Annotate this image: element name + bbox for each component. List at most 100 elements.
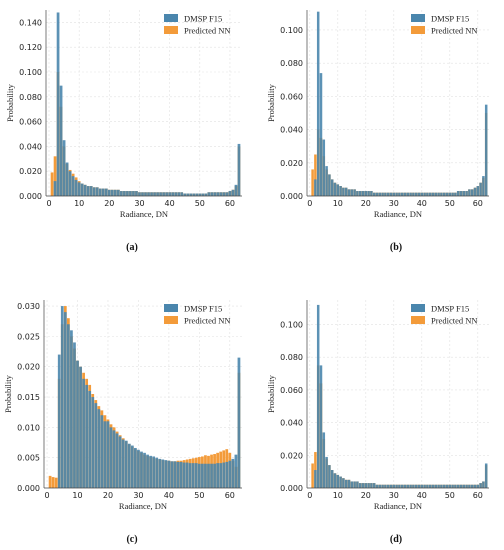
bar-dmsp-f15 [350, 481, 354, 488]
bar-dmsp-f15 [56, 12, 60, 197]
bar-dmsp-f15 [364, 191, 368, 196]
bar-dmsp-f15 [179, 461, 183, 488]
bar-dmsp-f15 [182, 462, 186, 488]
bar-dmsp-f15 [147, 192, 150, 196]
bar-dmsp-f15 [426, 192, 429, 196]
y-tick-label: 0.140 [19, 18, 42, 27]
bar-dmsp-f15 [437, 484, 440, 488]
bar-dmsp-f15 [389, 484, 393, 488]
bar-dmsp-f15 [414, 192, 418, 196]
legend-swatch-predicted-nn [411, 316, 425, 324]
bar-dmsp-f15 [384, 192, 387, 196]
bar-dmsp-f15 [222, 192, 226, 196]
bar-dmsp-f15 [161, 459, 165, 488]
x-tick-label: 10 [333, 491, 343, 500]
bar-dmsp-f15 [53, 181, 57, 196]
bar-dmsp-f15 [445, 484, 449, 488]
panel-caption: (a) [126, 242, 138, 253]
bar-dmsp-f15 [165, 192, 168, 196]
x-tick-label: 20 [361, 199, 371, 208]
bar-dmsp-f15 [77, 182, 81, 196]
bar-dmsp-f15 [384, 484, 387, 488]
x-tick-label: 40 [417, 491, 427, 500]
y-tick-label: 0.015 [17, 393, 40, 402]
panel-caption: (c) [126, 534, 137, 545]
y-tick-label: 0.100 [280, 321, 303, 330]
bar-dmsp-f15 [325, 456, 328, 488]
bar-dmsp-f15 [328, 465, 331, 488]
bar-dmsp-f15 [440, 484, 443, 488]
bar-predicted-nn [311, 169, 314, 196]
bar-dmsp-f15 [110, 189, 114, 196]
bar-dmsp-f15 [442, 484, 446, 488]
bar-dmsp-f15 [183, 193, 187, 196]
bar-dmsp-f15 [60, 306, 64, 488]
legend-label: Predicted NN [431, 316, 478, 326]
bar-dmsp-f15 [228, 460, 232, 488]
bar-dmsp-f15 [325, 166, 328, 196]
bar-dmsp-f15 [333, 473, 337, 488]
y-tick-label: 0.040 [280, 419, 303, 428]
bar-dmsp-f15 [62, 140, 66, 196]
bar-dmsp-f15 [412, 192, 415, 196]
y-tick-label: 0.005 [17, 454, 40, 463]
legend-label: Predicted NN [431, 26, 478, 36]
bar-dmsp-f15 [403, 484, 407, 488]
bar-dmsp-f15 [207, 463, 210, 488]
bar-dmsp-f15 [454, 192, 457, 196]
bar-dmsp-f15 [465, 191, 468, 196]
bar-dmsp-f15 [126, 191, 129, 196]
x-tick-label: 0 [307, 199, 312, 208]
bar-dmsp-f15 [146, 454, 149, 488]
y-tick-label: 0.000 [280, 192, 303, 201]
bar-dmsp-f15 [451, 484, 454, 488]
bar-dmsp-f15 [213, 463, 216, 488]
y-tick-label: 0.010 [17, 423, 40, 432]
bar-dmsp-f15 [186, 193, 190, 196]
bar-dmsp-f15 [132, 191, 135, 196]
bar-dmsp-f15 [479, 483, 482, 488]
bar-dmsp-f15 [100, 415, 104, 488]
bar-dmsp-f15 [101, 188, 105, 196]
x-tick-label: 50 [445, 199, 455, 208]
bar-dmsp-f15 [375, 192, 379, 196]
bar-dmsp-f15 [395, 484, 398, 488]
bar-dmsp-f15 [428, 192, 432, 196]
bar-predicted-nn [314, 154, 317, 196]
bar-dmsp-f15 [423, 484, 426, 488]
bar-dmsp-f15 [115, 433, 119, 488]
bar-dmsp-f15 [57, 354, 61, 488]
bar-dmsp-f15 [177, 192, 181, 196]
y-tick-label: 0.080 [280, 59, 303, 68]
bar-dmsp-f15 [70, 330, 73, 488]
x-tick-label: 30 [134, 199, 144, 208]
y-tick-label: 0.040 [19, 142, 42, 151]
bar-dmsp-f15 [378, 484, 382, 488]
bar-dmsp-f15 [484, 104, 488, 196]
y-axis-label: Probability [3, 374, 13, 413]
bar-dmsp-f15 [448, 484, 452, 488]
bar-dmsp-f15 [392, 192, 396, 196]
x-tick-label: 60 [473, 199, 483, 208]
bar-dmsp-f15 [445, 192, 449, 196]
x-tick-label: 20 [103, 491, 113, 500]
bar-dmsp-f15 [66, 324, 70, 488]
bar-dmsp-f15 [94, 403, 98, 488]
y-axis-label: Probability [266, 83, 276, 122]
chart-panel-b: 0.000 0.020 0.040 0.060 0.080 0.100 0 10 20 30 40 5… [266, 10, 489, 253]
y-tick-label: 0.100 [19, 68, 42, 77]
legend-label: DMSP F15 [184, 304, 222, 314]
bar-dmsp-f15 [400, 192, 404, 196]
bar-dmsp-f15 [381, 484, 384, 488]
x-axis-label: Radiance, DN [374, 209, 422, 219]
bar-dmsp-f15 [134, 447, 137, 488]
bar-dmsp-f15 [409, 484, 412, 488]
bar-dmsp-f15 [91, 397, 95, 488]
bar-dmsp-f15 [440, 192, 443, 196]
bar-dmsp-f15 [140, 451, 143, 488]
bar-dmsp-f15 [428, 484, 432, 488]
bar-dmsp-f15 [358, 483, 362, 488]
bar-dmsp-f15 [339, 186, 342, 196]
x-tick-label: 50 [195, 199, 205, 208]
x-tick-label: 60 [473, 491, 483, 500]
